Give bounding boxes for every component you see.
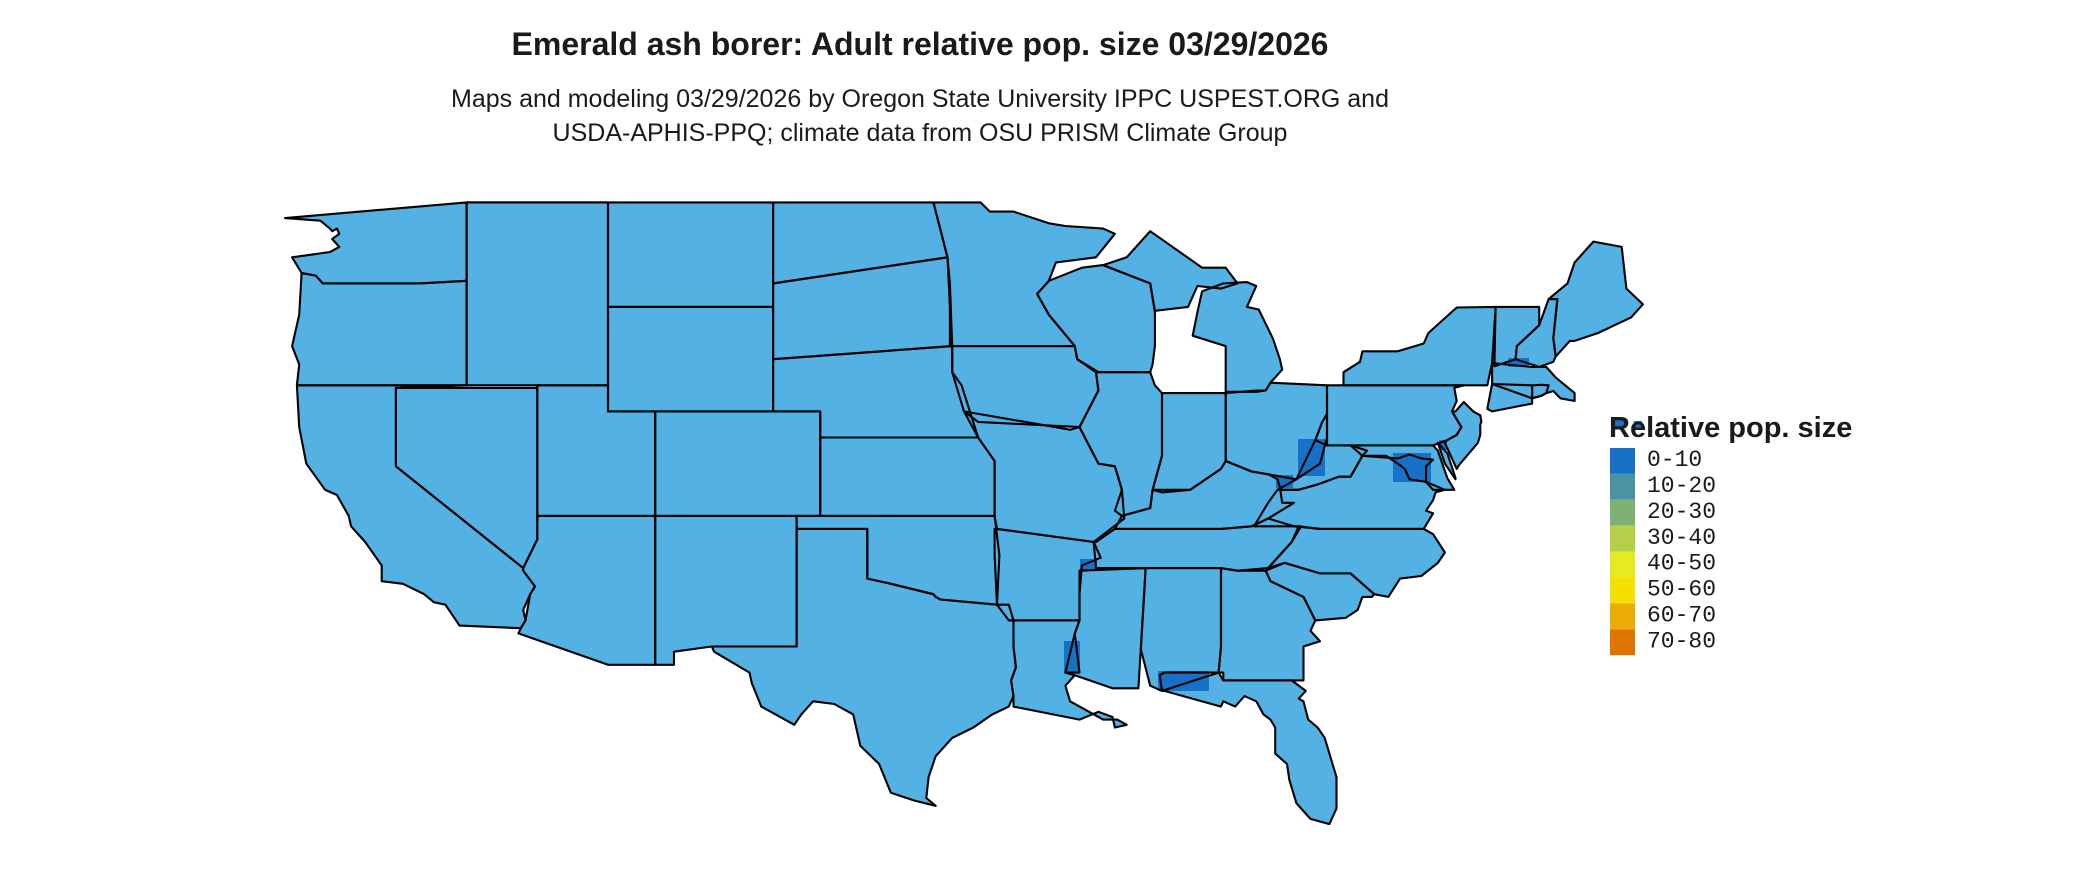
svg-text:10-20: 10-20	[1647, 473, 1716, 499]
svg-text:20-30: 20-30	[1647, 499, 1716, 525]
svg-text:40-50: 40-50	[1647, 551, 1716, 577]
svg-text:Relative pop. size: Relative pop. size	[1609, 412, 1852, 444]
svg-text:60-70: 60-70	[1647, 603, 1716, 629]
svg-text:50-60: 50-60	[1647, 577, 1716, 603]
svg-text:Maps and modeling 03/29/2026 b: Maps and modeling 03/29/2026 by Oregon S…	[451, 85, 1389, 113]
svg-text:Emerald ash borer: Adult relat: Emerald ash borer: Adult relative pop. s…	[512, 26, 1329, 62]
svg-text:USDA-APHIS-PPQ; climate data f: USDA-APHIS-PPQ; climate data from OSU PR…	[553, 119, 1288, 147]
svg-text:0-10: 0-10	[1647, 447, 1702, 473]
svg-text:30-40: 30-40	[1647, 525, 1716, 551]
svg-text:70-80: 70-80	[1647, 628, 1716, 654]
